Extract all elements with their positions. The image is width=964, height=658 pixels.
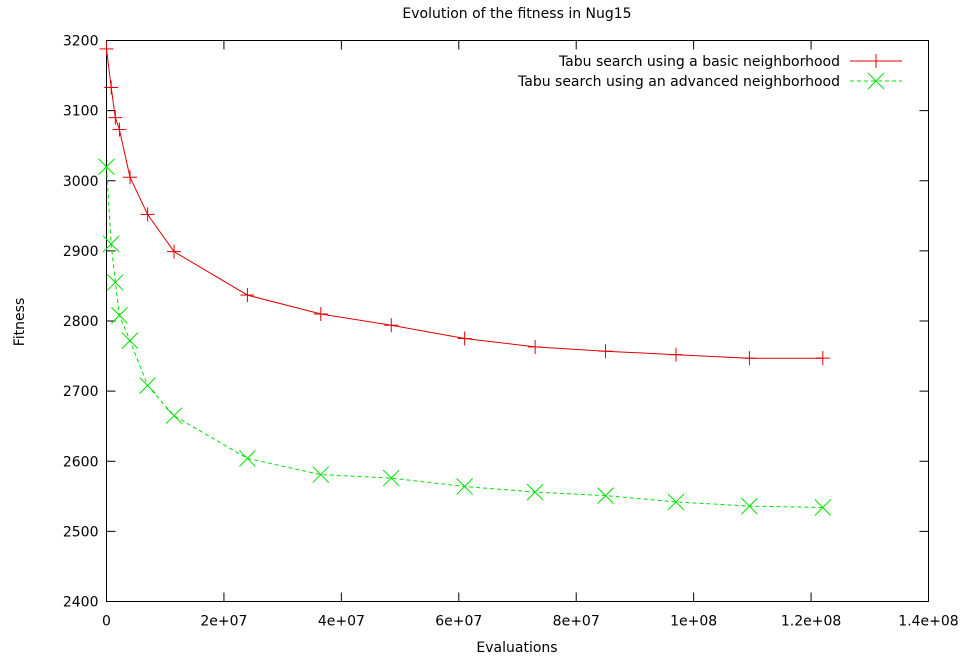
- data-point: [98, 158, 115, 176]
- y-tick-label: 3100: [63, 104, 99, 120]
- data-point: [667, 493, 685, 511]
- data-point: [139, 377, 156, 394]
- data-point: [597, 487, 614, 504]
- legend-label-basic: Tabu search using a basic neighborhood: [558, 54, 840, 70]
- x-axis: 0 2e+07 4e+07 6e+07 8e+07 1e+08 1.2e+08 1.4e+08: [102, 40, 959, 630]
- x-tick-label: 0: [102, 614, 111, 630]
- legend: Tabu search using a basic neighborhood T…: [517, 54, 902, 90]
- x-tick-label: 8e+07: [553, 614, 600, 630]
- data-point: [165, 407, 183, 425]
- x-tick-label: 1.2e+08: [781, 614, 841, 630]
- y-tick-label: 2400: [63, 595, 99, 611]
- data-point: [814, 499, 832, 516]
- y-tick-label: 3200: [63, 34, 99, 50]
- y-tick-label: 2700: [63, 384, 99, 400]
- series-line: [106, 166, 823, 508]
- x-tick-label: 2e+07: [200, 614, 247, 630]
- data-point: [741, 497, 758, 515]
- y-axis: 2400 2500 2600 2700 2800 2900 3000 3100 3200: [63, 34, 929, 611]
- series-line: [106, 48, 823, 359]
- data-point: [526, 483, 544, 501]
- plot-frame: [106, 40, 929, 602]
- data-point: [111, 307, 128, 324]
- data-point: [312, 466, 330, 483]
- x-tick-label: 1e+08: [670, 614, 717, 630]
- y-tick-label: 2600: [63, 454, 99, 470]
- x-tick-label: 6e+07: [435, 614, 482, 630]
- y-axis-label: Fitness: [12, 298, 28, 347]
- y-tick-label: 2800: [63, 314, 99, 330]
- data-point: [121, 332, 139, 349]
- y-tick-label: 2500: [63, 524, 99, 540]
- legend-marker: [867, 72, 885, 90]
- chart-title: Evolution of the fitness in Nug15: [402, 6, 631, 22]
- data-point: [239, 450, 256, 467]
- data-point: [102, 235, 120, 253]
- data-point: [456, 478, 474, 495]
- series-2: [98, 158, 832, 516]
- series-1: [99, 41, 830, 366]
- y-tick-label: 3000: [63, 174, 99, 190]
- x-tick-label: 1.4e+08: [898, 614, 958, 630]
- x-tick-label: 4e+07: [318, 614, 365, 630]
- data-point: [382, 469, 400, 487]
- legend-samples: [850, 54, 902, 90]
- y-tick-label: 2900: [63, 244, 99, 260]
- data-point: [106, 274, 124, 291]
- series-layer: [98, 41, 832, 516]
- legend-label-advanced: Tabu search using an advanced neighborho…: [517, 74, 840, 90]
- x-axis-label: Evaluations: [476, 640, 557, 656]
